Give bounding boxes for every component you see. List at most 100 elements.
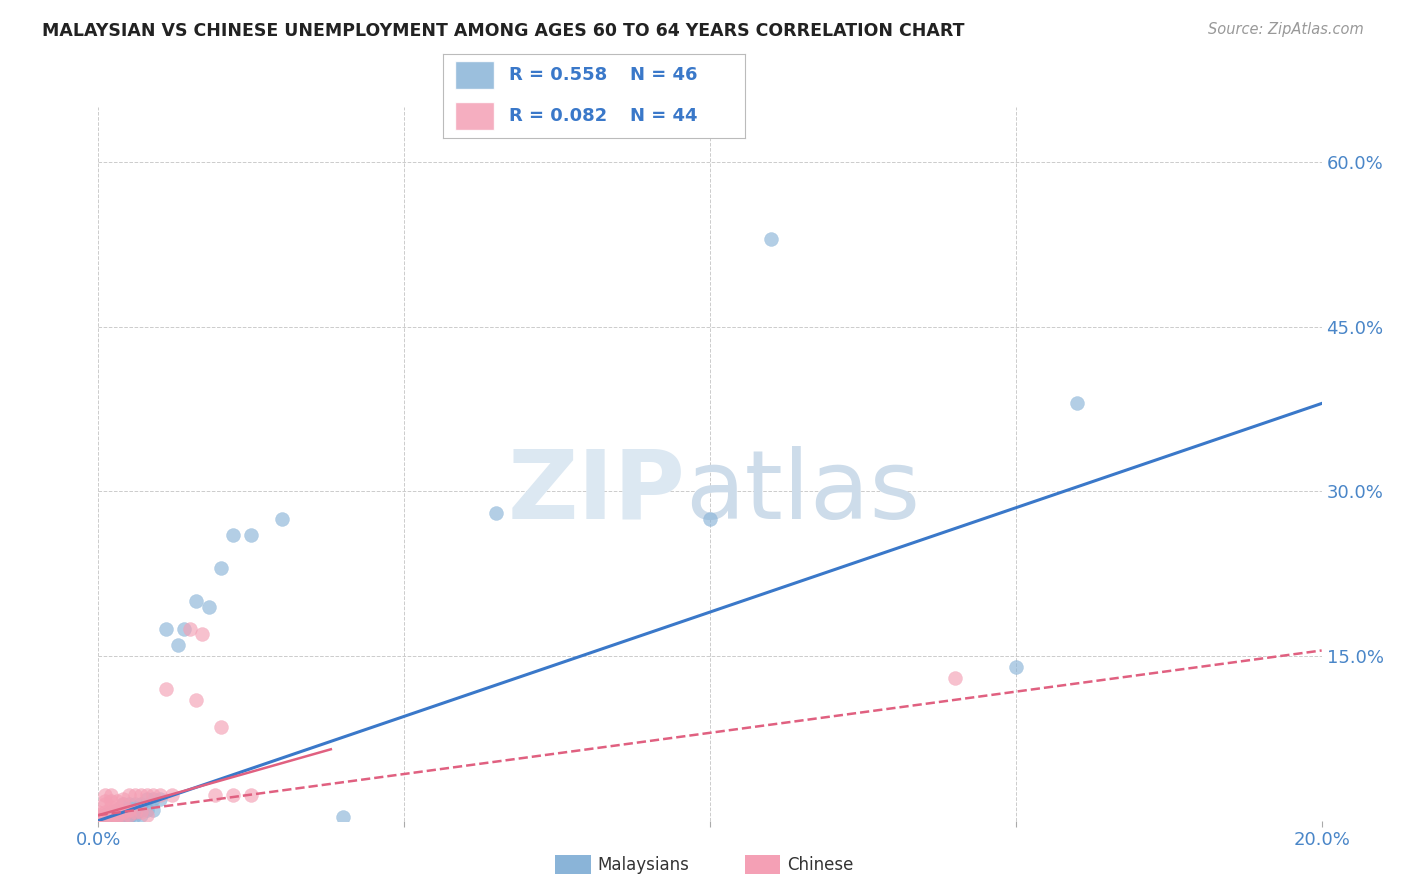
Point (105, 794, 128, 808)
Text: MALAYSIAN VS CHINESE UNEMPLOYMENT AMONG AGES 60 TO 64 YEARS CORRELATION CHART: MALAYSIAN VS CHINESE UNEMPLOYMENT AMONG … (42, 22, 965, 40)
Point (240, 528, 263, 542)
Point (136, 791, 159, 805)
Point (129, 805, 152, 819)
Point (943, 671, 966, 685)
Point (100, 789, 122, 803)
Point (173, 622, 195, 636)
Text: R = 0.558: R = 0.558 (509, 66, 607, 84)
Point (179, 622, 201, 636)
Point (124, 808, 146, 822)
Point (93, 797, 115, 812)
Point (118, 805, 141, 819)
Point (209, 561, 232, 575)
Point (105, 810, 128, 824)
Point (118, 808, 141, 822)
Point (118, 789, 141, 803)
Point (111, 791, 134, 805)
Point (240, 789, 263, 803)
Point (167, 638, 190, 652)
Point (124, 805, 146, 819)
Point (136, 803, 159, 817)
Text: N = 44: N = 44 (630, 107, 697, 125)
Point (136, 808, 159, 822)
Point (759, 232, 782, 246)
Point (105, 803, 128, 817)
Point (129, 797, 152, 812)
Point (93, 794, 115, 808)
Point (93, 808, 115, 822)
Point (124, 797, 146, 812)
Point (197, 599, 219, 614)
Point (485, 506, 508, 520)
Point (111, 810, 134, 824)
Point (93, 808, 115, 822)
Point (270, 512, 292, 526)
Point (93, 810, 115, 824)
Point (100, 805, 122, 819)
Point (111, 797, 134, 812)
Point (111, 808, 134, 822)
Point (149, 791, 172, 805)
Text: Malaysians: Malaysians (598, 856, 689, 874)
Point (124, 805, 146, 819)
Point (699, 512, 721, 526)
Point (100, 810, 122, 824)
Point (129, 808, 152, 822)
Point (118, 803, 141, 817)
Point (93, 810, 115, 824)
Point (100, 808, 122, 822)
Text: R = 0.082: R = 0.082 (509, 107, 607, 125)
Text: atlas: atlas (686, 446, 921, 539)
Point (155, 681, 177, 696)
Point (222, 528, 245, 542)
Text: N = 46: N = 46 (630, 66, 697, 84)
Point (142, 789, 165, 803)
Point (87, 810, 110, 824)
Point (160, 789, 183, 803)
Point (111, 797, 134, 812)
Point (100, 800, 122, 814)
Point (118, 808, 141, 822)
Point (93, 805, 115, 819)
Point (124, 803, 146, 817)
Point (155, 622, 177, 636)
Point (136, 789, 159, 803)
Point (204, 789, 226, 803)
Text: Source: ZipAtlas.com: Source: ZipAtlas.com (1208, 22, 1364, 37)
Point (118, 803, 141, 817)
Point (1066, 396, 1088, 410)
Point (1004, 660, 1026, 674)
Point (332, 810, 354, 824)
Point (100, 810, 122, 824)
Point (209, 720, 232, 734)
Point (186, 693, 208, 707)
Point (105, 808, 128, 822)
Point (142, 791, 165, 805)
Point (111, 805, 134, 819)
Point (129, 789, 152, 803)
Point (100, 794, 122, 808)
Point (105, 810, 128, 824)
Text: Chinese: Chinese (787, 856, 853, 874)
Point (111, 805, 134, 819)
Point (105, 805, 128, 819)
Point (124, 789, 146, 803)
Point (100, 808, 122, 822)
Point (93, 789, 115, 803)
Bar (456, 62, 495, 89)
Point (149, 789, 172, 803)
Point (87, 805, 110, 819)
Point (87, 808, 110, 822)
Point (118, 797, 141, 812)
Point (111, 803, 134, 817)
Point (129, 803, 152, 817)
Point (142, 803, 165, 817)
Point (186, 594, 208, 608)
Point (118, 810, 141, 824)
Point (191, 627, 214, 641)
Bar (456, 102, 495, 130)
Text: ZIP: ZIP (508, 446, 686, 539)
Point (100, 805, 122, 819)
Point (222, 789, 245, 803)
Point (111, 810, 134, 824)
